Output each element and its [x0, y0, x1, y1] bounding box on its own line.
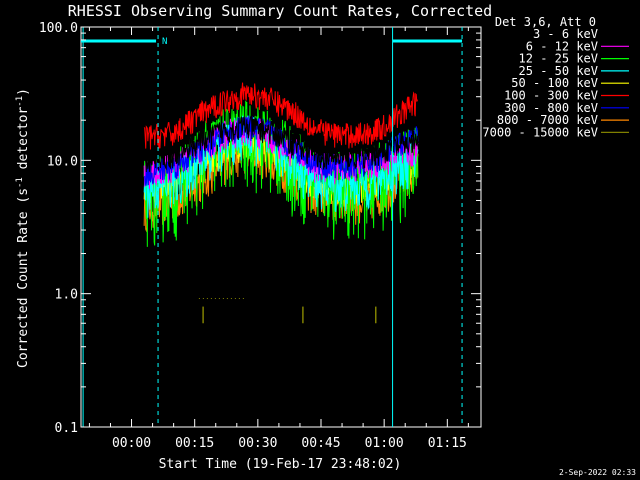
ylabel-base: Corrected Count Rate (s: [16, 188, 31, 368]
y-tick-label-2: 1.0: [55, 288, 78, 303]
legend-label-2: 12 - 25 keV: [519, 52, 598, 66]
timestamp: 2-Sep-2022 02:33: [559, 468, 636, 477]
legend-label-6: 300 - 800 keV: [504, 101, 598, 115]
y-tick-label-1: 10.0: [47, 154, 78, 169]
x-axis-label: Start Time (19-Feb-17 23:48:02): [159, 457, 402, 472]
x-tick-label-0: 00:00: [112, 436, 151, 451]
series-layer: [143, 82, 419, 324]
legend-header: Det 3,6, Att 0: [495, 15, 596, 29]
y-axis-label: Corrected Count Rate (s-1 detector-1): [15, 88, 31, 368]
axes: 100.0 10.0 1.0 0.1 00:00 00:15 00:30 00:45 01:00…: [39, 21, 481, 451]
night-label: N: [162, 37, 167, 47]
legend-label-7: 800 - 7000 keV: [497, 113, 598, 127]
night-markers: N: [81, 27, 463, 427]
legend-label-0: 3 - 6 keV: [533, 27, 598, 41]
y-tick-label-3: 0.1: [55, 421, 78, 436]
x-tick-label-2: 00:30: [238, 436, 277, 451]
x-tick-label-4: 01:00: [365, 436, 404, 451]
ylabel-end: ): [16, 88, 31, 96]
x-tick-label-1: 00:15: [175, 436, 214, 451]
chart-title: RHESSI Observing Summary Count Rates, Co…: [68, 2, 492, 20]
series-line-5: [143, 82, 418, 150]
legend-label-8: 7000 - 15000 keV: [482, 125, 598, 139]
ylabel-sup1: -1: [15, 177, 25, 188]
legend-label-3: 25 - 50 keV: [519, 64, 598, 78]
x-tick-label-5: 01:15: [428, 436, 467, 451]
y-tick-label-0: 100.0: [39, 21, 78, 36]
legend-label-1: 6 - 12 keV: [526, 39, 598, 53]
x-tick-label-3: 00:45: [301, 436, 340, 451]
ylabel-mid: detector: [16, 107, 31, 178]
legend-label-4: 50 - 100 keV: [511, 76, 598, 90]
plot-frame: [80, 26, 482, 428]
series-line-0: [143, 114, 419, 173]
legend-label-5: 100 - 300 keV: [504, 89, 598, 103]
ylabel-sup2: -1: [15, 96, 25, 107]
